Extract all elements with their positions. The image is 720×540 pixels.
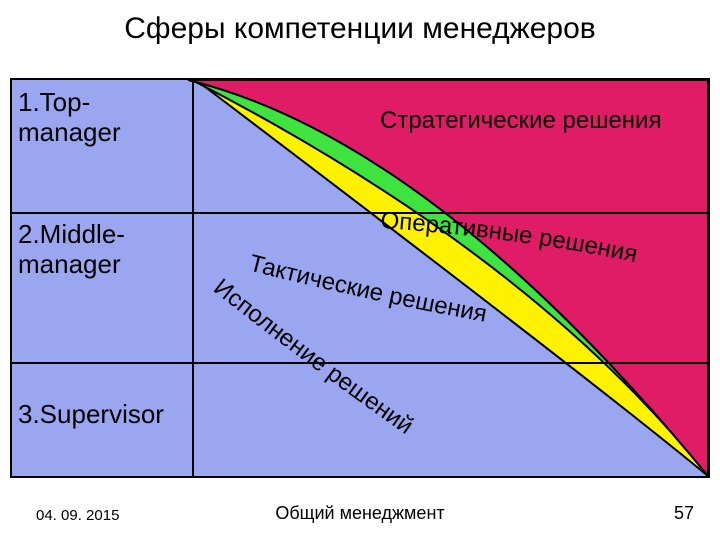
row-label-top: 1.Top- manager: [18, 88, 121, 148]
row-label-middle-line1: 2.Middle-: [18, 219, 125, 249]
row-label-top-line1: 1.Top-: [18, 87, 90, 117]
footer-page: 57: [674, 503, 694, 524]
row-divider-2: [12, 362, 708, 364]
diagram-frame: Стратегические решения Оперативные решен…: [10, 78, 710, 478]
row-label-middle-line2: manager: [18, 249, 121, 279]
row-label-supervisor: 3.Supervisor: [18, 400, 164, 430]
slide-title: Сферы компетенции менеджеров: [0, 12, 720, 46]
column-divider: [192, 80, 194, 476]
footer-center: Общий менеджмент: [0, 503, 720, 524]
row-label-top-line2: manager: [18, 117, 121, 147]
row-label-middle: 2.Middle- manager: [18, 220, 125, 280]
row-label-supervisor-line1: 3.Supervisor: [18, 399, 164, 429]
row-divider-1: [12, 212, 708, 214]
strategic-label: Стратегические решения: [380, 107, 661, 134]
